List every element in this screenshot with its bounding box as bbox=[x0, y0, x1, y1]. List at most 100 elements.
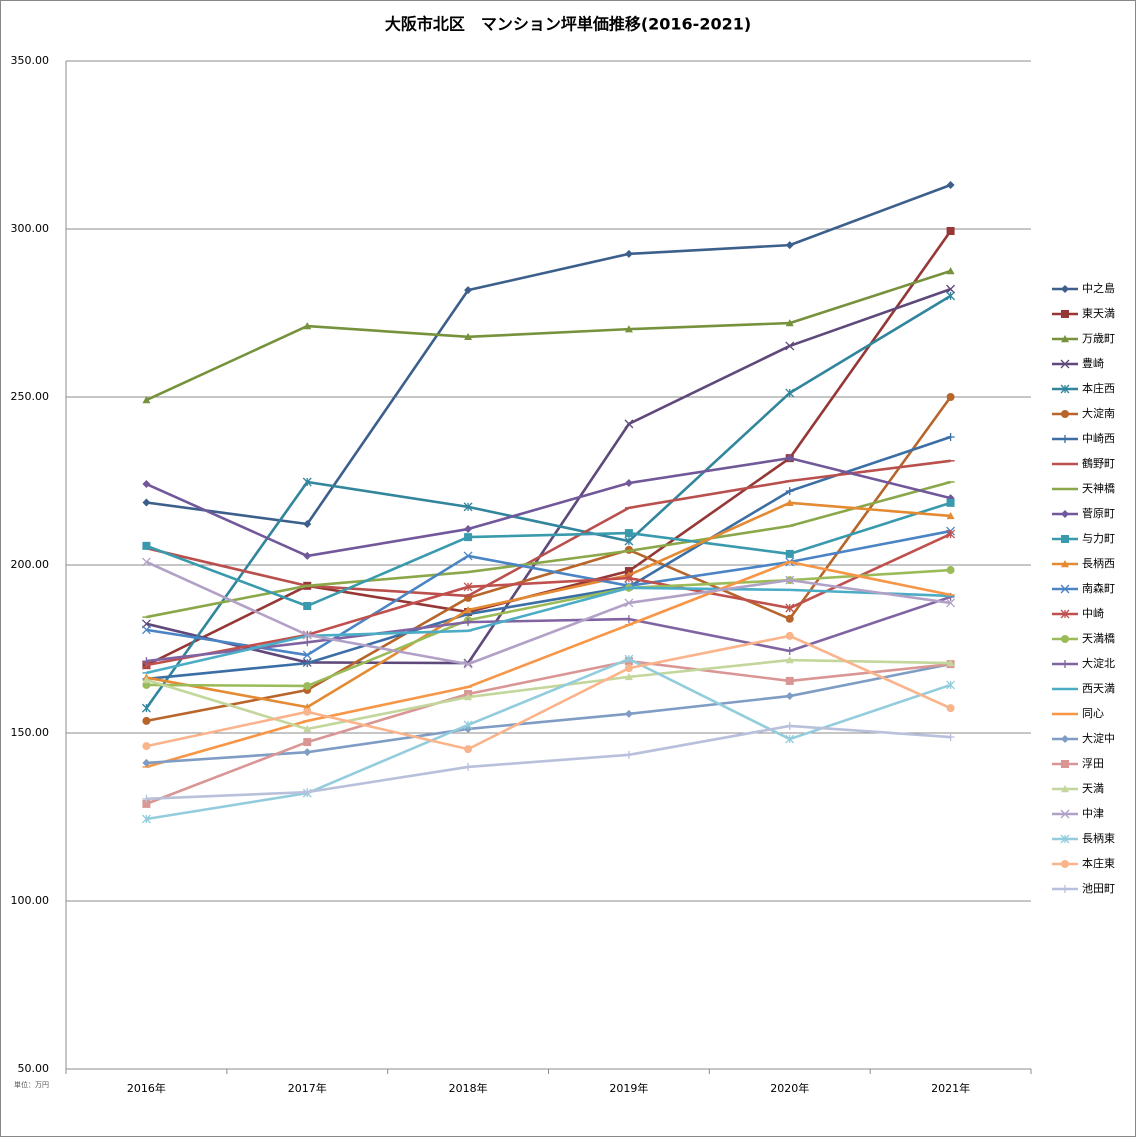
legend-marker bbox=[1061, 435, 1069, 443]
data-point bbox=[303, 551, 312, 560]
data-point bbox=[303, 707, 312, 716]
legend-label: 長柄東 bbox=[1082, 832, 1115, 845]
series-line bbox=[145, 560, 951, 666]
legend-label: 中之島 bbox=[1082, 281, 1115, 295]
data-point bbox=[624, 419, 634, 429]
x-tick-label: 2019年 bbox=[609, 1081, 648, 1095]
data-point bbox=[302, 630, 312, 640]
data-point bbox=[624, 249, 633, 258]
data-point bbox=[142, 675, 151, 684]
x-tick-label: 2018年 bbox=[449, 1081, 488, 1095]
data-point bbox=[624, 664, 633, 673]
legend-label: 中津 bbox=[1082, 807, 1104, 820]
series-line bbox=[146, 560, 951, 769]
data-point bbox=[142, 541, 151, 550]
data-point bbox=[785, 614, 794, 623]
data-point bbox=[141, 814, 151, 824]
data-point bbox=[464, 745, 473, 754]
data-point bbox=[785, 549, 794, 558]
data-point bbox=[142, 716, 151, 725]
data-point bbox=[785, 656, 794, 664]
data-point bbox=[141, 703, 151, 713]
series-line bbox=[146, 459, 951, 598]
data-point bbox=[946, 529, 956, 539]
data-point bbox=[785, 603, 795, 613]
legend-marker bbox=[1061, 735, 1069, 743]
data-point bbox=[624, 615, 633, 624]
data-point bbox=[463, 502, 473, 512]
series-line bbox=[146, 658, 951, 731]
data-point bbox=[303, 659, 312, 668]
legend-marker bbox=[1060, 609, 1070, 619]
data-point bbox=[785, 676, 794, 685]
x-tick-label: 2017年 bbox=[288, 1081, 327, 1095]
legend-marker bbox=[1060, 809, 1070, 819]
data-point bbox=[946, 733, 955, 742]
series-line bbox=[146, 532, 952, 667]
series-line bbox=[146, 595, 951, 663]
legend-marker bbox=[1061, 660, 1069, 668]
data-point bbox=[946, 432, 955, 441]
legend-marker bbox=[1061, 760, 1069, 768]
legend-marker bbox=[1061, 560, 1069, 568]
data-point bbox=[142, 657, 151, 666]
data-point bbox=[785, 319, 794, 327]
legend-label: 本庄西 bbox=[1082, 381, 1115, 395]
data-point bbox=[946, 284, 956, 294]
chart-title: 大阪市北区 マンション坪単価推移(2016-2021) bbox=[385, 15, 751, 34]
data-point bbox=[303, 601, 312, 610]
data-point bbox=[463, 551, 473, 561]
series-line bbox=[145, 456, 951, 558]
data-point bbox=[142, 480, 151, 489]
series-line bbox=[146, 724, 951, 801]
data-point bbox=[142, 758, 151, 767]
data-point bbox=[464, 606, 473, 614]
data-point bbox=[141, 557, 151, 567]
data-point bbox=[624, 479, 633, 488]
legend-label: 豊崎 bbox=[1082, 356, 1104, 370]
series-line bbox=[146, 586, 951, 675]
series-line bbox=[145, 659, 951, 806]
data-point bbox=[785, 388, 795, 398]
data-point bbox=[946, 393, 955, 401]
legend-marker bbox=[1061, 635, 1069, 643]
y-tick-label: 100.00 bbox=[11, 894, 50, 907]
data-point bbox=[946, 566, 955, 575]
series-line bbox=[146, 480, 951, 619]
data-point bbox=[946, 659, 955, 667]
legend-marker bbox=[1060, 359, 1070, 369]
legend-label: 本庄東 bbox=[1082, 856, 1115, 870]
data-point bbox=[302, 650, 312, 660]
x-tick-label: 2020年 bbox=[770, 1081, 809, 1095]
legend-label: 大淀南 bbox=[1082, 406, 1115, 420]
legend-marker bbox=[1060, 584, 1070, 594]
data-point bbox=[785, 575, 795, 585]
data-point bbox=[946, 267, 955, 275]
data-point bbox=[946, 511, 955, 520]
data-point bbox=[463, 720, 473, 730]
legend-marker bbox=[1060, 384, 1070, 394]
data-point bbox=[946, 598, 956, 608]
data-point bbox=[785, 721, 794, 730]
data-point bbox=[302, 477, 312, 487]
data-point bbox=[464, 286, 473, 295]
y-tick-label: 150.00 bbox=[11, 726, 50, 739]
legend-label: 鶴野町 bbox=[1082, 456, 1115, 470]
data-point bbox=[624, 654, 634, 664]
series-line bbox=[146, 529, 951, 657]
y-tick-label: 300.00 bbox=[11, 222, 50, 235]
legend-marker bbox=[1061, 860, 1069, 868]
data-point bbox=[464, 533, 473, 542]
legend-marker bbox=[1061, 410, 1069, 418]
data-point bbox=[142, 742, 151, 751]
legend-label: 浮田 bbox=[1082, 757, 1104, 770]
series-line bbox=[146, 662, 951, 765]
data-point bbox=[785, 631, 794, 640]
data-point bbox=[142, 799, 151, 808]
legend-label: 池田町 bbox=[1082, 882, 1115, 895]
y-tick-label: 350.00 bbox=[11, 54, 50, 67]
data-point bbox=[303, 724, 312, 733]
data-point bbox=[464, 762, 473, 771]
data-point bbox=[142, 396, 151, 404]
